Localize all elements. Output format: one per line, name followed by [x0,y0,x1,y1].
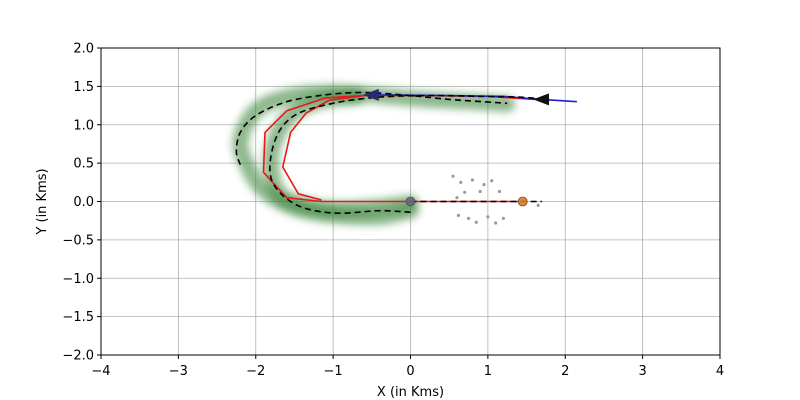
clutter-point-14 [455,196,459,200]
trajectory-line-6 [282,94,365,201]
y-tick-label-5: 0.5 [73,157,94,172]
y-axis-ticks: −2.0 −1.5 −1.0 −0.5 0.0 0.5 1.0 1.5 2.0 [62,42,101,364]
x-tick-label-7: 3 [638,364,646,379]
y-tick-label-4: 0.0 [73,195,94,210]
x-tick-label-3: −1 [324,364,343,379]
clutter-point-5 [463,190,467,194]
x-tick-label-0: −4 [91,364,110,379]
series-layer [232,84,577,226]
clutter-point-12 [501,216,505,220]
clutter-point-6 [478,189,482,194]
x-tick-label-5: 1 [484,364,492,379]
y-tick-label-6: 1.0 [73,118,94,133]
clutter-point-7 [497,189,502,194]
clutter-point-15 [536,203,540,207]
y-axis-label: Y (in Kms) [35,168,50,235]
y-tick-label-7: 1.5 [73,80,94,95]
y-tick-label-2: −1.0 [62,272,94,287]
x-tick-label-1: −3 [169,364,188,379]
predicted-path-3 [235,91,508,165]
y-tick-label-8: 2.0 [73,42,94,57]
clutter-point-10 [486,215,490,219]
arrow-head-marker-0 [533,93,550,106]
x-tick-label-6: 2 [561,364,569,379]
clutter-point-1 [459,180,463,184]
uncertainty-band-1 [263,88,419,218]
y-tick-label-0: −2.0 [62,349,94,364]
x-axis-label: X (in Kms) [377,385,444,400]
clutter-point-4 [490,179,494,183]
y-tick-label-3: −0.5 [62,233,94,248]
uncertainty-band-path-1 [263,88,419,218]
clutter-point-2 [470,178,474,182]
clutter-point-3 [482,183,486,187]
clutter-point-9 [474,220,478,224]
y-tick-label-1: −1.5 [62,310,94,325]
x-axis-ticks: −4 −3 −2 −1 0 1 2 3 4 [91,355,724,379]
predicted-path-2 [269,94,546,215]
position-marker-3 [405,196,416,207]
markers-layer [362,88,550,207]
clutter-point-11 [494,221,498,225]
x-tick-label-2: −2 [246,364,265,379]
clutter-point-13 [456,213,461,217]
clutter-point-8 [466,216,471,220]
arrow-head-marker-1 [362,88,379,101]
position-marker-2 [517,196,528,207]
x-tick-label-8: 4 [716,364,724,379]
x-tick-label-4: 0 [406,364,414,379]
clutter-point-0 [451,174,455,178]
